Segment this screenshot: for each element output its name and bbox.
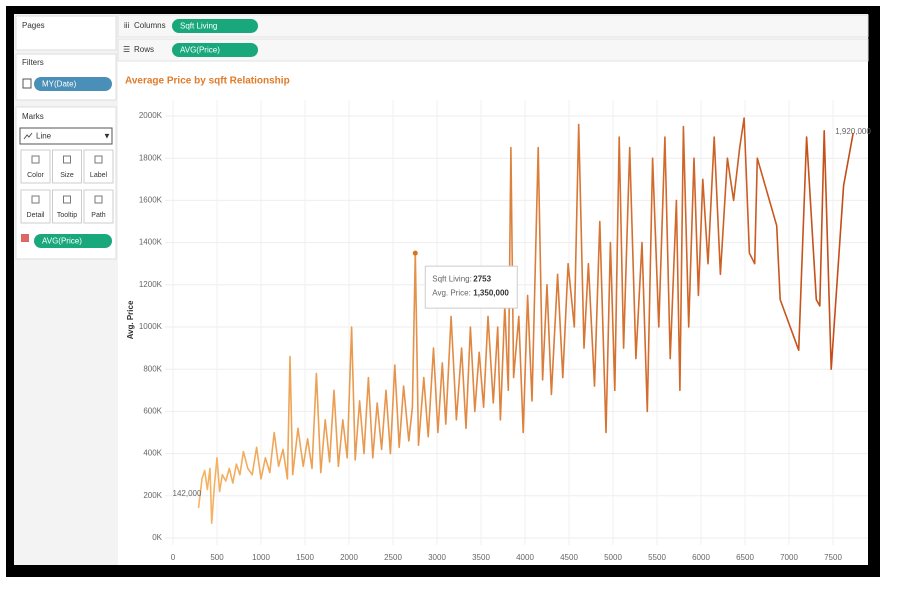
x-tick-label: 5500 bbox=[648, 553, 666, 562]
tooltip-value: 2753 bbox=[473, 274, 491, 283]
dropdown-arrow: ▼ bbox=[103, 132, 111, 141]
mark-button-icon bbox=[94, 155, 103, 164]
data-label: 142,000 bbox=[173, 489, 202, 498]
mark-button-icon bbox=[31, 155, 40, 164]
y-tick-label: 400K bbox=[143, 449, 162, 458]
side-panel bbox=[14, 14, 118, 565]
filter-pill-text: MY(Date) bbox=[42, 80, 77, 89]
mark-button-icon bbox=[63, 155, 71, 164]
y-tick-label: 2000K bbox=[139, 111, 163, 120]
y-tick-label: 1600K bbox=[139, 196, 163, 205]
filters-label: Filters bbox=[22, 58, 44, 67]
x-tick-label: 6500 bbox=[736, 553, 754, 562]
mark-type: Line bbox=[36, 132, 52, 141]
color-icon bbox=[21, 234, 29, 242]
x-tick-label: 7000 bbox=[780, 553, 798, 562]
plot bbox=[197, 117, 854, 524]
x-tick-label: 1500 bbox=[296, 553, 314, 562]
x-tick-label: 3500 bbox=[472, 553, 490, 562]
filter-pill[interactable] bbox=[34, 77, 112, 91]
x-tick-label: 4000 bbox=[516, 553, 534, 562]
x-tick-label: 4500 bbox=[560, 553, 578, 562]
mark-button-label: Size bbox=[60, 172, 74, 179]
y-tick-label: 800K bbox=[143, 364, 162, 373]
mark-button-icon bbox=[94, 195, 103, 204]
y-tick-label: 0K bbox=[152, 533, 162, 542]
columns-pill-text: Sqft Living bbox=[180, 22, 217, 31]
line-icon bbox=[23, 132, 33, 140]
hover-point bbox=[412, 250, 418, 256]
mark-button-label: Color bbox=[27, 172, 44, 179]
columns-label: Columns bbox=[134, 21, 166, 30]
mark-button-label: Tooltip bbox=[57, 212, 77, 219]
marks-pill[interactable] bbox=[34, 234, 112, 248]
rows-label: Rows bbox=[134, 45, 154, 54]
x-tick-label: 3000 bbox=[428, 553, 446, 562]
data-label: 1,920,000 bbox=[835, 127, 871, 136]
mark-button-label: Path bbox=[91, 212, 106, 219]
pages-card bbox=[15, 15, 117, 51]
mark-button-label: Detail bbox=[27, 212, 45, 219]
x-tick-label: 0 bbox=[171, 553, 176, 562]
mark-button-icon bbox=[31, 195, 40, 204]
rows-icon: ☰ bbox=[123, 45, 130, 54]
y-tick-label: 600K bbox=[143, 407, 162, 416]
y-tick-label: 1800K bbox=[139, 153, 163, 162]
pages-label: Pages bbox=[22, 21, 45, 30]
rows-shelf bbox=[117, 38, 869, 62]
y-tick-label: 1200K bbox=[139, 280, 163, 289]
filter-icon bbox=[22, 78, 32, 89]
marks-pill-text: AVG(Price) bbox=[42, 237, 82, 246]
rows-pill-text: AVG(Price) bbox=[180, 46, 220, 55]
columns-shelf bbox=[117, 14, 869, 38]
mark-button-label: Label bbox=[90, 172, 108, 179]
x-tick-label: 1000 bbox=[252, 553, 270, 562]
price-line bbox=[197, 117, 854, 524]
marks-label: Marks bbox=[22, 112, 44, 121]
columns-pill[interactable] bbox=[172, 19, 258, 33]
tooltip-label: Avg. Price: bbox=[432, 288, 471, 297]
x-tick-label: 500 bbox=[210, 553, 224, 562]
mark-type-dropdown[interactable] bbox=[19, 127, 113, 145]
x-tick-label: 2000 bbox=[340, 553, 358, 562]
mark-button-icon bbox=[63, 195, 71, 204]
x-tick-label: 7500 bbox=[824, 553, 842, 562]
chart-title: Average Price by sqft Relationship bbox=[125, 76, 290, 87]
y-tick-label: 200K bbox=[143, 491, 162, 500]
tooltip-value: 1,350,000 bbox=[473, 288, 509, 297]
tooltip-label: Sqft Living: bbox=[432, 274, 472, 283]
y-tick-label: 1000K bbox=[139, 322, 163, 331]
x-tick-label: 2500 bbox=[384, 553, 402, 562]
x-tick-label: 5000 bbox=[604, 553, 622, 562]
mark-buttons: Color Size Label Detail Tooltip Path bbox=[20, 149, 114, 224]
y-axis-title: Avg. Price bbox=[126, 300, 135, 339]
y-tick-label: 1400K bbox=[139, 238, 163, 247]
tooltip-box bbox=[424, 265, 518, 309]
rows-pill[interactable] bbox=[172, 43, 258, 57]
x-tick-label: 6000 bbox=[692, 553, 710, 562]
columns-icon: iii bbox=[124, 21, 130, 30]
